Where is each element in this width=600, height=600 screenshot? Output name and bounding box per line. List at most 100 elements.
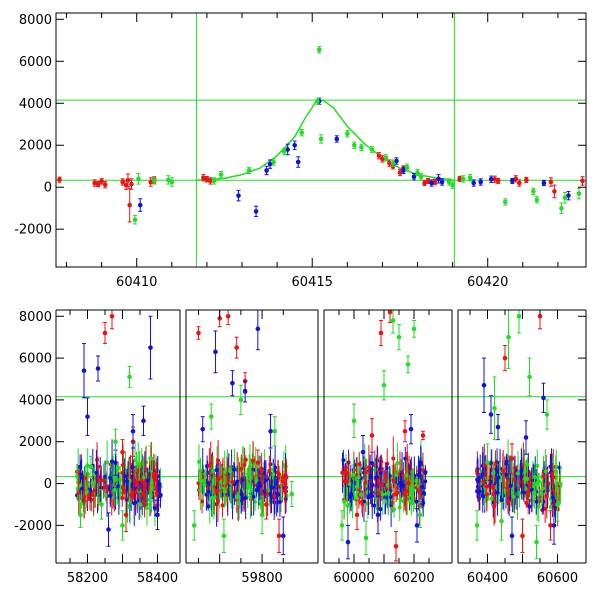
top-y-tick-label: 2000 xyxy=(19,139,52,154)
data-point xyxy=(132,217,138,223)
data-point xyxy=(397,170,403,175)
bottom-point-blue xyxy=(541,382,546,413)
cloud-point xyxy=(220,503,225,508)
top-point-green xyxy=(415,168,420,177)
cloud-point xyxy=(551,475,556,480)
cloud-point xyxy=(527,504,532,509)
cloud-point xyxy=(368,475,373,480)
data-point xyxy=(208,414,214,419)
data-point xyxy=(408,426,414,432)
data-point xyxy=(151,178,157,184)
data-point xyxy=(99,502,104,507)
cloud-point xyxy=(154,491,159,496)
cloud-point xyxy=(374,475,379,480)
data-point xyxy=(85,414,90,419)
data-point xyxy=(446,179,452,185)
cloud-point xyxy=(504,472,509,477)
data-point xyxy=(381,382,387,388)
data-point xyxy=(127,374,132,380)
cloud-point xyxy=(359,492,364,497)
bottom-point-green xyxy=(396,324,402,351)
top-point-blue xyxy=(285,143,290,156)
top-point-green xyxy=(559,202,564,214)
cloud-point xyxy=(92,484,97,489)
top-point-blue xyxy=(429,179,434,187)
bottom-point-blue xyxy=(408,414,414,445)
cloud-point xyxy=(144,506,149,511)
top-point-green xyxy=(383,154,389,162)
data-point xyxy=(544,412,550,417)
axis-break-top xyxy=(452,309,458,312)
top-point-red xyxy=(120,178,125,186)
cloud-point xyxy=(532,491,537,496)
data-point xyxy=(524,177,529,183)
bottom-y-tick-label: 0 xyxy=(44,477,52,492)
data-point xyxy=(281,149,287,154)
cloud-point xyxy=(488,479,493,484)
data-point xyxy=(418,174,424,180)
cloud-point xyxy=(419,484,424,489)
top-y-tick-label: -2000 xyxy=(14,223,52,238)
data-point xyxy=(339,523,345,528)
top-point-green xyxy=(359,143,364,151)
cloud-point xyxy=(235,479,240,484)
data-point xyxy=(417,512,423,518)
cloud-point xyxy=(99,478,104,483)
cloud-point xyxy=(152,471,157,476)
data-point xyxy=(169,179,175,185)
cloud-point xyxy=(380,492,385,497)
bottom-point-red xyxy=(354,499,360,531)
bottom-point-blue xyxy=(495,414,501,441)
data-point xyxy=(492,176,498,182)
cloud-point xyxy=(543,469,548,474)
bottom-y-tick-label: 2000 xyxy=(19,435,52,450)
bottom-point-red xyxy=(255,449,261,476)
data-point xyxy=(292,142,297,148)
bottom-point-blue xyxy=(200,416,206,443)
data-point xyxy=(272,428,278,434)
data-point xyxy=(369,147,375,152)
data-point xyxy=(57,177,62,182)
top-point-green xyxy=(315,97,320,105)
cloud-point xyxy=(505,485,510,490)
cloud-point xyxy=(259,469,264,474)
zoom-panel: -2000 0 2000 4000 6000 8000 60410 60415 60420 xyxy=(14,12,587,290)
data-point xyxy=(253,209,259,214)
cloud-point xyxy=(417,489,422,494)
top-point-green xyxy=(132,215,138,225)
cloud-point xyxy=(90,480,95,485)
bottom-point-red xyxy=(520,518,525,554)
cloud-point xyxy=(386,491,391,496)
cloud-point xyxy=(410,484,415,489)
cloud-point xyxy=(112,487,117,492)
data-point xyxy=(285,147,290,152)
data-point xyxy=(378,330,384,336)
top-point-red xyxy=(99,178,104,185)
top-point-blue xyxy=(267,159,273,169)
cloud-point xyxy=(342,499,347,504)
axis-break-bottom xyxy=(318,562,324,565)
bottom-point-green xyxy=(137,491,143,518)
top-y-tick-label: 6000 xyxy=(19,55,52,70)
bottom-point-green xyxy=(499,501,504,541)
data-point xyxy=(387,309,393,315)
top-point-blue xyxy=(509,177,515,184)
cloud-point xyxy=(268,492,273,497)
cloud-point xyxy=(423,470,428,475)
data-point xyxy=(393,543,399,549)
cloud-point xyxy=(242,462,247,467)
data-point xyxy=(99,179,104,184)
cloud-point xyxy=(395,461,400,466)
top-point-blue xyxy=(236,189,241,202)
data-point xyxy=(471,180,476,186)
data-point xyxy=(120,179,125,185)
bottom-point-green xyxy=(534,524,539,560)
data-point xyxy=(271,159,276,165)
data-point xyxy=(113,439,118,445)
data-point xyxy=(295,159,301,165)
data-point xyxy=(92,180,97,186)
bottom-point-blue xyxy=(255,309,261,351)
cloud-point xyxy=(512,477,517,482)
cloud-point xyxy=(489,496,494,501)
bottom-x-tick-label: 59800 xyxy=(241,571,282,586)
